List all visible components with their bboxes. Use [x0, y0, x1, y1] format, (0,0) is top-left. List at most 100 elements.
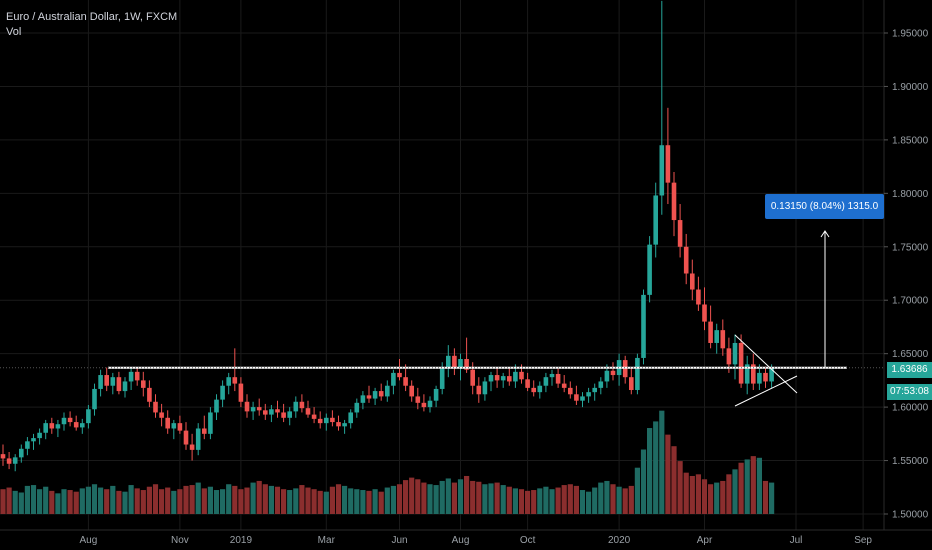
candle-body	[452, 355, 457, 369]
volume-bar	[195, 482, 201, 514]
candle-body	[415, 396, 421, 403]
candle-body	[25, 441, 30, 449]
volume-bar	[403, 480, 409, 514]
price-axis[interactable]: 1.50000 1.55000 1.60000 1.65000 1.70000 1.750…	[883, 0, 929, 530]
candle-body	[19, 448, 24, 458]
volume-bar	[293, 488, 299, 514]
volume-bar	[628, 485, 634, 514]
candle-body	[214, 399, 219, 413]
candle-body	[177, 423, 183, 431]
volume-indicator-label[interactable]: Vol	[6, 26, 22, 38]
volume-bar	[49, 490, 55, 514]
candle-body	[653, 195, 658, 245]
candle-body	[732, 342, 738, 365]
volume-bar	[116, 490, 122, 514]
candle-body	[354, 402, 360, 413]
price-tick-label: 1.70000	[892, 296, 929, 307]
volume-bar	[30, 485, 37, 514]
candle-body	[324, 417, 329, 424]
candle-body	[568, 387, 573, 395]
candle-body	[720, 330, 726, 349]
candle-body	[263, 410, 268, 415]
volume-bar	[79, 488, 85, 514]
candle-body	[183, 430, 189, 445]
candle-body	[690, 273, 695, 290]
volume-bar	[695, 474, 701, 514]
volume-bar	[634, 467, 640, 514]
volume-bar	[494, 482, 500, 514]
volume-bar	[567, 484, 573, 514]
candle-body	[592, 387, 597, 393]
price-tick-label: 1.55000	[892, 456, 929, 467]
candle-body	[482, 381, 488, 395]
volume-bar	[268, 485, 274, 514]
volume-bar	[433, 485, 439, 514]
volume-bar	[476, 481, 482, 514]
volume-bar	[659, 410, 665, 514]
candle-body	[604, 370, 610, 382]
candle-body	[80, 423, 85, 428]
candle-body	[708, 321, 713, 343]
volume-bar	[396, 484, 403, 514]
volume-bar	[110, 485, 116, 514]
volume-bar	[689, 475, 695, 514]
volume-bar	[488, 483, 494, 514]
volume-bar	[708, 484, 714, 514]
measure-label[interactable]: 0.13150 (8.04%) 1315.0	[765, 194, 884, 219]
volume-bar	[604, 480, 610, 514]
time-tick-label: Aug	[452, 535, 470, 546]
volume-bar	[37, 489, 43, 514]
candle-body	[641, 294, 646, 358]
candle-body	[330, 417, 335, 423]
candle-body	[244, 401, 250, 412]
volume-bar	[201, 488, 207, 514]
volume-bar	[464, 475, 470, 514]
volume-bar	[769, 482, 775, 514]
volume-bar	[372, 489, 378, 514]
candle-body	[677, 220, 683, 247]
candle-body	[336, 422, 341, 427]
volume-bar	[738, 462, 744, 514]
candle-body	[67, 417, 73, 423]
volume-bar	[427, 484, 433, 514]
candle-body	[122, 381, 128, 392]
candle-body	[683, 246, 689, 274]
volume-bar	[683, 472, 689, 514]
volume-bar	[140, 490, 146, 514]
chart-header: Euro / Australian Dollar, 1W, FXCM Vol	[6, 10, 177, 40]
volume-bar	[525, 490, 531, 514]
volume-bar	[714, 482, 720, 514]
candle-body	[555, 373, 561, 384]
volume-bar	[573, 485, 579, 514]
volume-bar	[12, 490, 18, 514]
candle-body	[543, 377, 549, 386]
volume-bar	[189, 485, 195, 514]
volume-bar	[360, 490, 366, 514]
volume-bar	[457, 479, 464, 514]
time-axis[interactable]: Aug Nov 2019 Mar Jun Aug Oct 2020 Apr Jul Sep	[0, 529, 932, 546]
candle-body	[269, 409, 274, 415]
volume-bar	[220, 489, 226, 514]
volume-bar	[579, 490, 586, 514]
candle-body	[409, 385, 414, 397]
candle-body	[92, 388, 97, 410]
candle-body	[500, 376, 506, 381]
volume-bar	[67, 490, 73, 514]
candle-body	[458, 359, 463, 369]
volume-bar	[598, 482, 604, 514]
volume-bar	[152, 484, 159, 514]
candle-body	[311, 414, 317, 419]
candle-body	[250, 407, 256, 412]
volume-bar	[500, 485, 506, 514]
symbol-title[interactable]: Euro / Australian Dollar, 1W, FXCM	[6, 11, 178, 23]
candle-body	[494, 375, 500, 381]
drawings[interactable]	[0, 230, 884, 407]
volume-bar	[732, 469, 738, 514]
volume-bar	[726, 474, 732, 514]
candle-body	[525, 379, 530, 388]
time-tick-label: Apr	[697, 535, 713, 546]
candle-body	[226, 377, 231, 386]
volume-bar	[128, 485, 134, 514]
